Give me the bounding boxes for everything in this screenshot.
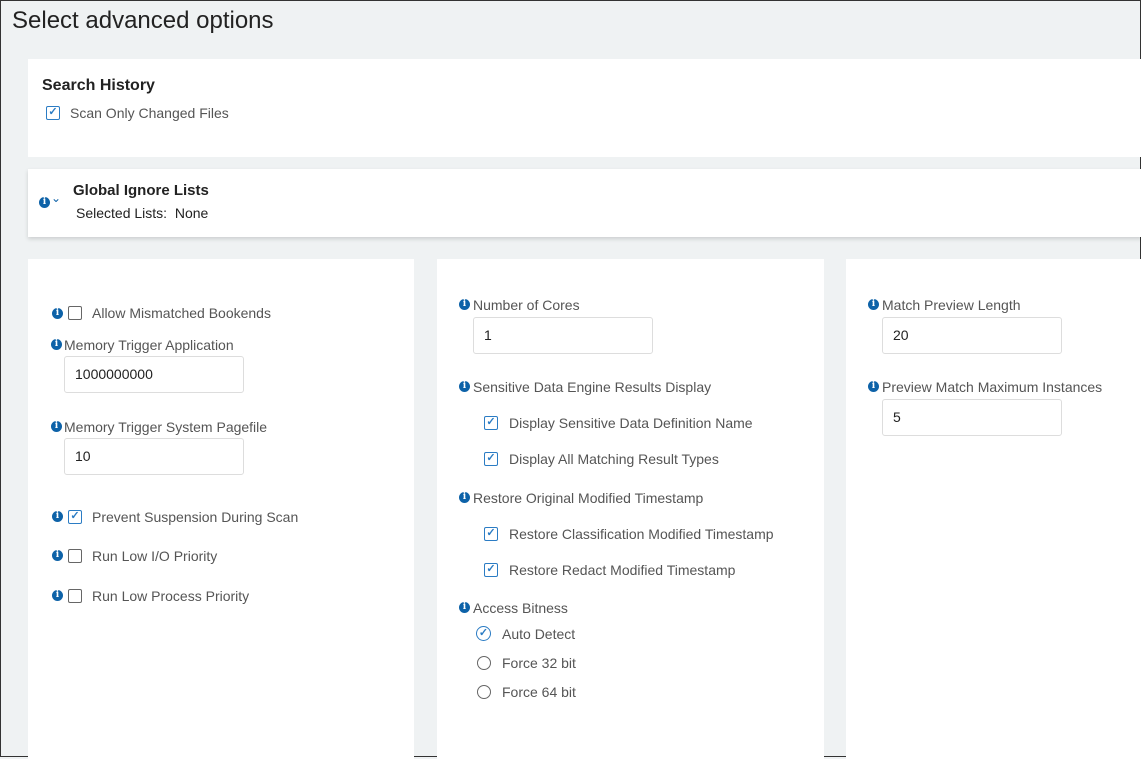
info-icon[interactable]: i [52, 590, 63, 601]
restore-timestamp-label: Restore Original Modified Timestamp [473, 490, 704, 506]
allow-mismatched-label: Allow Mismatched Bookends [92, 305, 271, 321]
number-of-cores-input[interactable]: 1 [473, 317, 653, 354]
info-icon[interactable]: i [51, 421, 62, 432]
info-icon[interactable]: i [52, 308, 63, 319]
restore-classification-label: Restore Classification Modified Timestam… [509, 526, 774, 542]
preview-max-instances-label: Preview Match Maximum Instances [882, 379, 1103, 395]
display-all-types-label: Display All Matching Result Types [509, 451, 719, 467]
display-definition-name-label: Display Sensitive Data Definition Name [509, 415, 753, 431]
scan-only-changed-label: Scan Only Changed Files [70, 105, 229, 121]
memory-trigger-application-input[interactable]: 1000000000 [64, 356, 244, 393]
search-history-card: Search History ✓ Scan Only Changed Files [28, 59, 1141, 157]
low-io-label: Run Low I/O Priority [92, 548, 218, 564]
info-icon[interactable]: i [39, 197, 50, 208]
force-32-label: Force 32 bit [502, 655, 576, 671]
radio-force-32[interactable] [477, 656, 491, 670]
auto-detect-label: Auto Detect [502, 626, 576, 642]
info-icon[interactable]: i [52, 511, 63, 522]
low-io-checkbox[interactable] [68, 549, 82, 563]
prevent-suspension-checkbox[interactable]: ✓ [68, 510, 82, 524]
force-64-label: Force 64 bit [502, 684, 576, 700]
memory-trigger-pagefile-input[interactable]: 10 [64, 438, 244, 475]
match-preview-length-label: Match Preview Length [882, 297, 1021, 313]
memory-trigger-pagefile-label: Memory Trigger System Pagefile [64, 419, 268, 435]
column-3: i Match Preview Length 20 i Preview Matc… [846, 259, 1141, 759]
sde-results-label: Sensitive Data Engine Results Display [473, 379, 712, 395]
column-1: i Allow Mismatched Bookends i Memory Tri… [28, 259, 414, 759]
selected-lists-label: Selected Lists: [76, 205, 168, 221]
info-icon[interactable]: i [51, 339, 62, 350]
low-process-checkbox[interactable] [68, 589, 82, 603]
low-process-label: Run Low Process Priority [92, 588, 250, 604]
restore-redact-checkbox[interactable]: ✓ [484, 563, 498, 577]
radio-force-64[interactable] [477, 685, 491, 699]
info-icon[interactable]: i [459, 381, 470, 392]
info-icon[interactable]: i [459, 602, 470, 613]
restore-redact-label: Restore Redact Modified Timestamp [509, 562, 736, 578]
info-icon[interactable]: i [868, 299, 879, 310]
info-icon[interactable]: i [868, 381, 879, 392]
preview-max-instances-input[interactable]: 5 [882, 399, 1062, 436]
info-icon[interactable]: i [459, 492, 470, 503]
selected-lists-value: None [174, 205, 209, 221]
radio-auto-detect[interactable]: ✓ [476, 626, 491, 641]
match-preview-length-input[interactable]: 20 [882, 317, 1062, 354]
number-of-cores-label: Number of Cores [473, 297, 580, 313]
restore-classification-checkbox[interactable]: ✓ [484, 527, 498, 541]
global-ignore-heading: Global Ignore Lists [73, 182, 209, 199]
scan-only-changed-checkbox[interactable]: ✓ [46, 106, 60, 120]
memory-trigger-application-label: Memory Trigger Application [64, 337, 234, 353]
chevron-down-icon[interactable]: ⌄ [51, 191, 62, 205]
column-2: i Number of Cores 1 i Sensitive Data Eng… [437, 259, 824, 759]
page-title: Select advanced options [12, 7, 274, 34]
global-ignore-card: i ⌄ Global Ignore Lists Selected Lists: … [28, 169, 1141, 237]
display-definition-name-checkbox[interactable]: ✓ [484, 416, 498, 430]
info-icon[interactable]: i [459, 299, 470, 310]
display-all-types-checkbox[interactable]: ✓ [484, 452, 498, 466]
info-icon[interactable]: i [52, 550, 63, 561]
prevent-suspension-label: Prevent Suspension During Scan [92, 509, 299, 525]
access-bitness-label: Access Bitness [473, 600, 568, 616]
allow-mismatched-checkbox[interactable] [68, 306, 82, 320]
search-history-heading: Search History [42, 77, 155, 94]
selected-lists: Selected Lists: None [76, 205, 208, 221]
